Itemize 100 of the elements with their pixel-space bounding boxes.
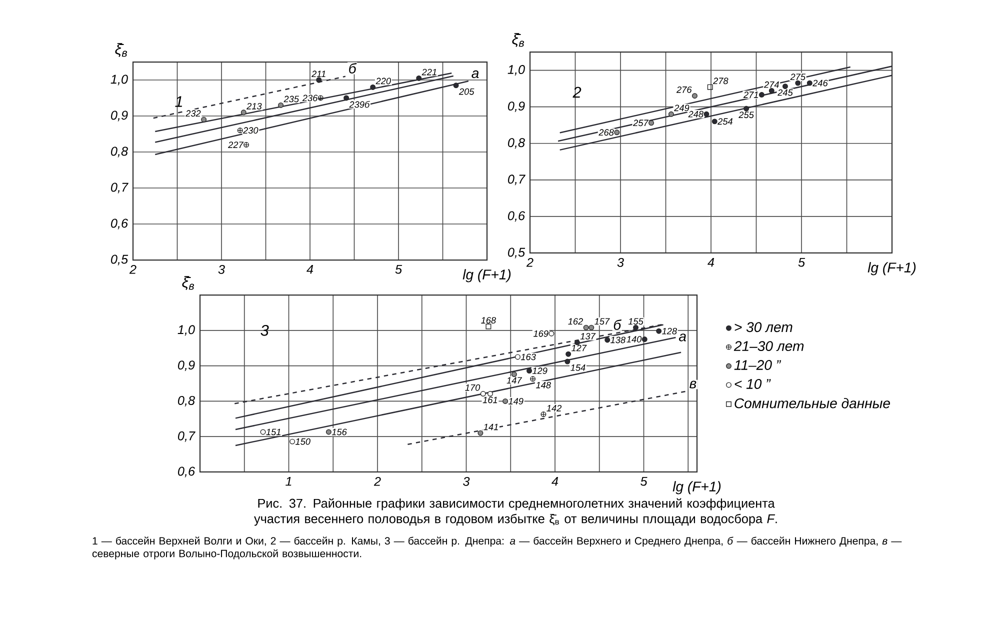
- annotation: 257: [633, 120, 649, 126]
- point: [588, 324, 594, 330]
- y-tick-label: 0,6: [178, 466, 196, 478]
- x-axis-title: lg (F+1): [868, 262, 916, 276]
- y-tick-label: 0,7: [111, 182, 128, 194]
- point: [244, 142, 250, 148]
- y-tick-label: 1,0: [508, 65, 525, 76]
- point: [795, 80, 801, 86]
- point: [633, 324, 639, 330]
- annotation: 142: [546, 404, 562, 412]
- x-tick-label: 5: [798, 258, 806, 267]
- point: [487, 391, 493, 397]
- y-axis-title: ξ̄$_{в}$: [182, 276, 194, 290]
- point: [614, 130, 620, 136]
- x-axis-title: lg (F+1): [462, 269, 511, 282]
- point: [344, 95, 350, 101]
- annotation: 154: [570, 364, 586, 371]
- annotation: 170: [465, 384, 480, 391]
- point: [290, 438, 296, 444]
- point: [486, 324, 492, 330]
- legend-label: 11–20 ”: [734, 360, 782, 370]
- point: [318, 95, 324, 101]
- y-tick-label: 0,9: [508, 102, 525, 112]
- annotation: 246: [812, 80, 828, 86]
- point: [782, 84, 788, 90]
- point: [201, 116, 207, 122]
- point: [511, 372, 517, 378]
- y-axis-title: ξ̄$_{в}$: [115, 43, 128, 58]
- x-tick-label: 4: [708, 258, 714, 267]
- annotation: 232: [186, 110, 201, 117]
- annotation: 155: [628, 318, 644, 325]
- annotation: 230: [243, 127, 258, 134]
- point: [530, 376, 536, 382]
- x-tick-label: 2: [374, 476, 381, 486]
- annotation: 275: [790, 74, 806, 80]
- annotation: 138: [610, 336, 626, 344]
- y-tick-label: 1,0: [178, 325, 195, 336]
- point: [240, 110, 246, 116]
- y-tick-label: 0,7: [508, 174, 526, 186]
- point: [758, 92, 764, 98]
- annotation: 147: [506, 377, 522, 384]
- y-tick-label: 0,8: [178, 396, 195, 406]
- annotation: 141: [484, 424, 498, 430]
- point: [564, 358, 570, 364]
- annotation: 236: [302, 94, 318, 102]
- point: [707, 84, 713, 90]
- point: [604, 337, 610, 343]
- point: [526, 368, 532, 374]
- annotation: 268: [598, 129, 614, 136]
- annotation: а: [678, 334, 686, 342]
- point: [648, 120, 654, 126]
- point: [768, 88, 774, 94]
- y-tick-label: 0,8: [111, 146, 128, 158]
- point: [326, 429, 332, 435]
- point: [692, 93, 698, 99]
- point: [712, 118, 718, 124]
- legend-label: Сомнительные данные: [734, 398, 890, 408]
- point: [316, 77, 322, 83]
- annotation: 227: [228, 142, 244, 148]
- point: [744, 106, 750, 112]
- annotation: а: [472, 70, 479, 78]
- y-tick-label: 0,8: [508, 138, 525, 149]
- text: 1 — бассейн Верхней Волги и Оки, 2 — бассейн р. Камы, 3 — бассейн р. Днепра: а — бассейн Верхнего и Среднего Днепра, б — бассейн Нижнего Днепра, в — северные отроги Волыно-Подольской возвышенности.: [92, 536, 902, 560]
- annotation: 205: [458, 88, 474, 95]
- x-tick-label: 2: [129, 264, 136, 274]
- point: [502, 398, 508, 404]
- y-tick-label: 0,5: [111, 254, 128, 266]
- x-tick-label: 4: [552, 476, 558, 486]
- point: [480, 391, 486, 397]
- annotation: 128: [662, 328, 677, 334]
- annotation: 245: [778, 89, 793, 96]
- x-tick-label: 4: [306, 264, 314, 274]
- y-tick-label: 0,6: [508, 211, 526, 222]
- annotation: 163: [520, 354, 536, 360]
- legend-label: < 10 ”: [734, 379, 771, 389]
- point: [478, 430, 484, 436]
- point: [278, 102, 284, 108]
- annotation: 271: [743, 92, 758, 98]
- annotation: б: [614, 319, 622, 330]
- annotation: 278: [713, 78, 728, 84]
- x-tick-label: 1: [286, 476, 292, 486]
- point: [566, 351, 572, 357]
- y-tick-label: 0,9: [111, 110, 128, 122]
- annotation: 162: [568, 318, 583, 325]
- annotation: 221: [422, 68, 436, 76]
- point: [237, 128, 243, 134]
- point: [370, 84, 376, 90]
- annotation: 213: [246, 102, 262, 110]
- point: [583, 324, 589, 330]
- annotation: 140: [626, 336, 642, 342]
- point: [656, 328, 662, 334]
- point: [514, 354, 520, 360]
- point: [668, 111, 674, 117]
- annotation: б: [349, 62, 357, 74]
- x-tick-label: 3: [218, 264, 225, 274]
- annotation: 150: [296, 438, 310, 445]
- annotation: 148: [536, 382, 551, 388]
- y-tick-label: 0,6: [111, 218, 128, 230]
- annotation: 249: [674, 104, 690, 112]
- point: [416, 75, 422, 81]
